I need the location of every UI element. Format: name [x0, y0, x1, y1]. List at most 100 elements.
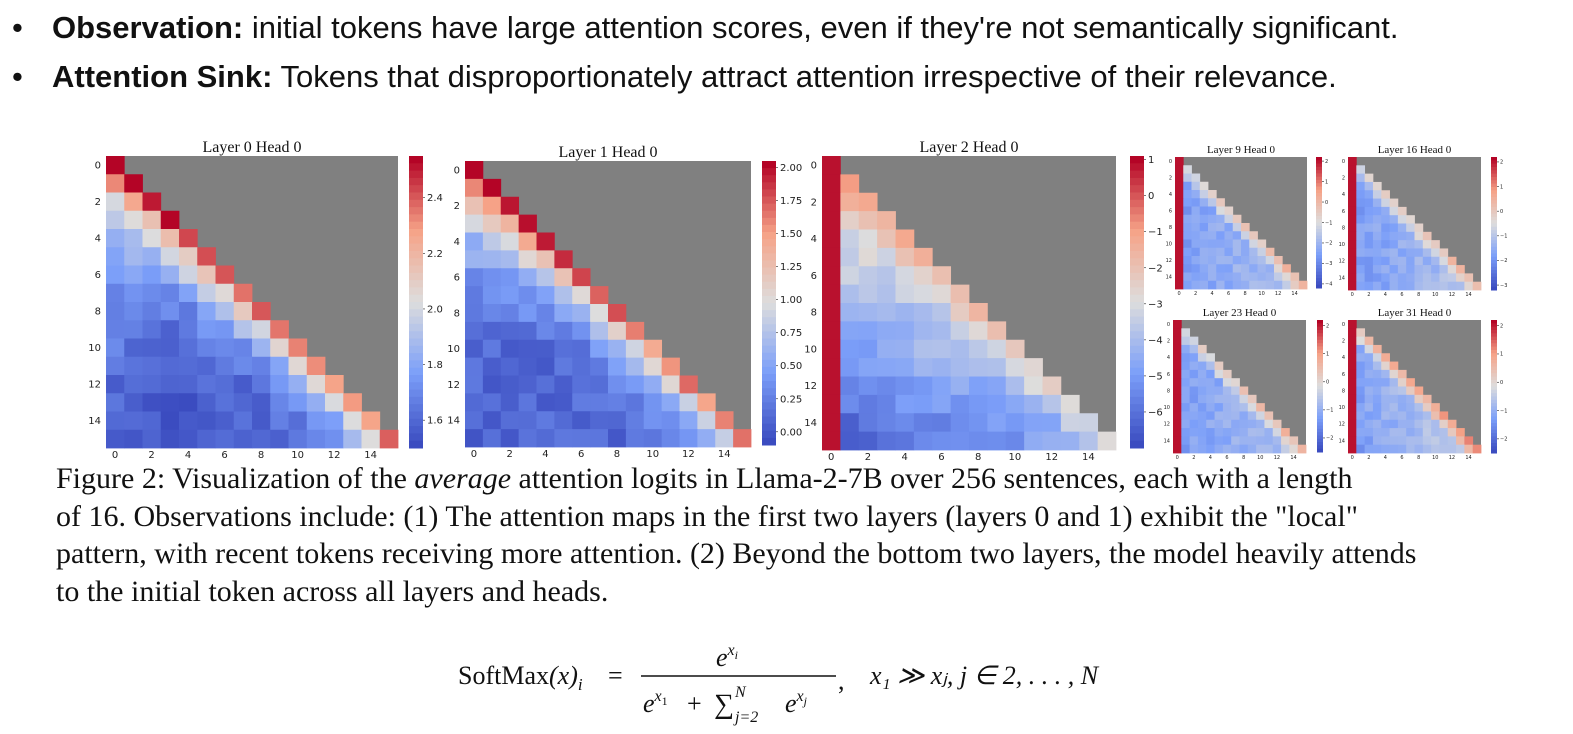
heatmap-cell [270, 338, 289, 358]
heatmap-cell [1348, 256, 1357, 266]
y-tick-label: 2 [1167, 339, 1170, 345]
heatmap-cell [142, 302, 162, 321]
heatmap-cell [913, 431, 933, 451]
heatmap-cell [500, 393, 520, 412]
heatmap-cell [608, 321, 627, 341]
heatmap-cell [1389, 231, 1399, 241]
heatmap-cell [1356, 428, 1366, 437]
heatmap-cell [987, 321, 1007, 341]
colorbar-segment [1130, 265, 1144, 274]
heatmap-cell [1060, 394, 1080, 414]
heatmap-cell [1241, 272, 1250, 282]
heatmap-cell [1189, 403, 1199, 412]
heatmap-cell [590, 339, 609, 359]
heatmap-cell [1364, 223, 1374, 233]
x-tick-label: 10 [1257, 455, 1263, 461]
heatmap-cell [895, 247, 915, 267]
heatmap-cell [288, 338, 308, 358]
heatmap-cell [840, 247, 860, 267]
heatmap-cell [197, 265, 216, 285]
heatmap-cell [1356, 165, 1366, 175]
y-tick-label: 0 [1342, 159, 1345, 165]
heatmap-cell [1397, 240, 1407, 249]
heatmap-cell [913, 321, 933, 341]
heatmap-cell [1397, 231, 1407, 241]
heatmap-cell [1372, 378, 1382, 387]
heatmap-cell [969, 376, 988, 396]
heatmap-cell [1191, 173, 1201, 183]
heatmap-cell [1247, 394, 1257, 404]
heatmap-cell [1232, 231, 1242, 240]
heatmap-cell [1222, 428, 1232, 437]
heatmap-cell [1372, 206, 1382, 216]
bullet-observation: • Observation: initial tokens have large… [12, 6, 1567, 55]
heatmap-cell [1208, 256, 1217, 265]
heatmap-cell [1264, 444, 1274, 454]
heatmap-cell [142, 393, 162, 412]
heatmap-cell [500, 321, 520, 341]
heatmap-cell [197, 283, 216, 303]
colorbar-segment [409, 250, 423, 259]
heatmap-cell [1175, 247, 1184, 257]
colorbar-segment [1130, 156, 1144, 164]
heatmap-cell [858, 358, 878, 377]
colorbar-segment [762, 224, 776, 233]
heatmap-cell [1372, 240, 1382, 249]
heatmap-cell [1406, 444, 1415, 454]
heatmap-cell [1381, 353, 1390, 362]
heatmap-cell [1389, 411, 1399, 421]
colorbar-segment [1316, 173, 1322, 178]
heatmap-cell [1356, 273, 1366, 283]
heatmap-cell [124, 265, 143, 285]
heatmap-cell [1199, 190, 1209, 199]
heatmap-cell [858, 321, 878, 341]
colorbar-segment [1316, 222, 1322, 227]
heatmap-cell [1364, 419, 1374, 429]
colorbar-segment [1491, 170, 1497, 175]
colorbar-segment [1130, 338, 1144, 347]
colorbar-tick-label: −3 [1148, 299, 1163, 310]
heatmap-cell [1024, 413, 1043, 433]
heatmap-cell [106, 411, 125, 431]
y-tick-label: 14 [88, 416, 101, 427]
x-tick-label: 12 [682, 449, 695, 460]
heatmap-cell [465, 232, 484, 251]
heatmap-cell [1181, 353, 1191, 362]
y-tick-label: 4 [811, 234, 817, 245]
heatmap-cell [572, 429, 591, 448]
heatmap-cell [643, 375, 663, 394]
x-tick-label: 0 [1351, 455, 1354, 461]
heatmap-cell [482, 357, 502, 376]
heatmap-cell [822, 394, 841, 414]
heatmap-cell [950, 321, 970, 341]
colorbar-segment [762, 359, 776, 368]
heatmap-cell [1422, 428, 1432, 437]
colorbar-segment [762, 232, 776, 240]
colorbar-segment [1316, 189, 1322, 194]
colorbar-segment [762, 196, 776, 205]
heatmap-cell [215, 302, 235, 321]
heatmap-cell [1397, 273, 1407, 283]
heatmap-cell [1372, 394, 1382, 404]
formula-lhs: SoftMax(x)i [458, 661, 583, 694]
heatmap-cell [536, 375, 555, 394]
heatmap-cell [1265, 247, 1275, 257]
colorbar-segment [1491, 339, 1497, 344]
colorbar-segment [1491, 263, 1497, 268]
heatmap-cell [465, 339, 484, 359]
heatmap-cell [197, 320, 216, 339]
colorbar-segment [1316, 196, 1322, 201]
heatmap-cell [1414, 223, 1424, 233]
heatmap-cell [1397, 419, 1407, 429]
colorbar-tick-label: 2 [1500, 160, 1503, 166]
x-tick-label: 6 [1400, 455, 1403, 461]
figure-caption: Figure 2: Visualization of the average a… [56, 460, 1556, 610]
heatmap-cell [1389, 378, 1399, 387]
colorbar-segment [1491, 396, 1497, 401]
heatmap-cell [858, 192, 878, 212]
heatmap-cell [1356, 336, 1366, 346]
heatmap-cell [1199, 214, 1209, 224]
heatmap-cell [160, 375, 180, 394]
colorbar-segment [1130, 440, 1144, 449]
heatmap-cell [106, 338, 125, 358]
